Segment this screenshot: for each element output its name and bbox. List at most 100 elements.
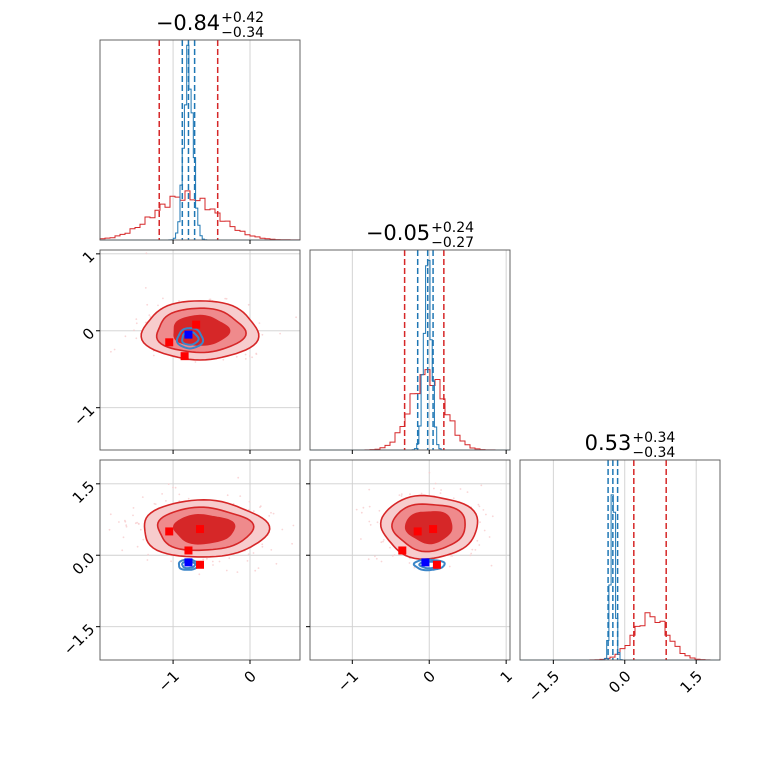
blue-marker <box>184 330 193 339</box>
scatter-point <box>483 529 486 532</box>
red-marker <box>196 560 204 569</box>
blue-contour-inner <box>181 330 200 346</box>
red-marker <box>184 546 193 555</box>
scatter-point <box>254 569 257 572</box>
scatter-point <box>477 503 480 506</box>
scatter-point <box>479 521 481 524</box>
scatter-point <box>368 520 371 523</box>
x-tick-label: 0 <box>240 667 259 686</box>
scatter-point <box>145 252 148 255</box>
x-tick-label: −1.5 <box>525 667 563 705</box>
scatter-point <box>148 314 151 316</box>
scatter-point <box>367 558 370 561</box>
scatter-point <box>515 552 517 554</box>
blue-contour-outer <box>412 558 446 572</box>
scatter-point <box>144 321 147 324</box>
scatter-point <box>144 287 147 289</box>
scatter-point <box>252 552 255 554</box>
scatter-point <box>478 544 481 546</box>
scatter-point <box>226 494 229 497</box>
scatter-point <box>125 524 128 527</box>
panel-frame <box>309 459 511 661</box>
scatter-point <box>391 555 394 557</box>
scatter-point <box>281 528 284 531</box>
scatter-point <box>376 521 379 524</box>
scatter-point <box>257 567 260 569</box>
scatter-point <box>258 322 261 324</box>
scatter-point <box>355 508 358 511</box>
scatter-point <box>512 522 514 524</box>
red-marker <box>432 560 441 569</box>
scatter-point <box>202 558 205 561</box>
scatter-point <box>244 358 247 360</box>
scatter-point <box>198 573 201 576</box>
scatter-point <box>490 564 493 567</box>
panel-title-plus: +0.24 <box>431 220 474 236</box>
pair-panel-2 <box>99 459 301 661</box>
scatter-point <box>154 503 157 505</box>
scatter-point <box>360 511 363 514</box>
blue-histogram <box>100 44 300 241</box>
scatter-point <box>428 471 431 474</box>
scatter-point <box>161 493 164 495</box>
scatter-point <box>246 560 249 562</box>
scatter-point <box>132 514 134 517</box>
diagonal-panel-1 <box>99 39 301 241</box>
panel-title-median: −0.84 <box>156 11 220 35</box>
scatter-point <box>374 555 376 558</box>
scatter-point <box>187 497 190 500</box>
panel-frame <box>309 249 511 451</box>
x-tick-label: 0 <box>420 667 439 686</box>
scatter-point <box>239 495 242 497</box>
scatter-point <box>380 560 383 563</box>
red-marker <box>165 527 174 536</box>
panel-content <box>310 460 517 660</box>
scatter-point <box>124 335 127 338</box>
scatter-point <box>261 333 264 336</box>
x-tick-label: −1 <box>334 667 362 695</box>
scatter-point <box>515 523 517 525</box>
scatter-point <box>224 297 227 300</box>
scatter-point <box>218 560 221 563</box>
panel-title-minus: −0.34 <box>632 445 675 461</box>
blue-histogram <box>310 259 510 451</box>
scatter-point <box>174 486 177 489</box>
scatter-point <box>433 487 435 490</box>
scatter-point <box>459 488 462 490</box>
scatter-point <box>378 509 381 512</box>
y-tick-label: 1 <box>79 247 98 266</box>
scatter-point <box>248 500 251 503</box>
scatter-point <box>109 513 112 516</box>
scatter-point <box>59 339 61 341</box>
scatter-point <box>491 515 494 518</box>
scatter-point <box>279 332 281 335</box>
scatter-point <box>448 565 451 568</box>
scatter-point <box>212 564 214 566</box>
scatter-point <box>393 554 396 556</box>
scatter-point <box>291 542 293 545</box>
scatter-point <box>208 298 211 301</box>
panel-title-median: −0.05 <box>366 221 430 245</box>
panel-title-median: 0.53 <box>585 431 632 455</box>
panel-title-plus: +0.34 <box>632 430 675 446</box>
x-tick-label: 1 <box>497 667 516 686</box>
scatter-point <box>136 545 139 548</box>
pair-panel-3 <box>309 459 517 661</box>
scatter-point <box>470 552 473 555</box>
blue-histogram <box>520 494 720 661</box>
scatter-point <box>178 493 181 496</box>
scatter-point <box>451 555 454 557</box>
scatter-point <box>466 491 469 493</box>
scatter-point <box>225 569 228 572</box>
diagonal-panel-3 <box>519 459 721 661</box>
scatter-point <box>368 488 371 491</box>
y-tick-label: −1 <box>70 401 98 429</box>
scatter-point <box>413 566 416 569</box>
scatter-point <box>146 303 149 306</box>
scatter-point <box>135 322 138 325</box>
scatter-point <box>261 543 264 546</box>
scatter-point <box>398 494 401 496</box>
scatter-point <box>134 522 137 525</box>
red-marker <box>413 527 422 536</box>
scatter-point <box>125 525 128 528</box>
